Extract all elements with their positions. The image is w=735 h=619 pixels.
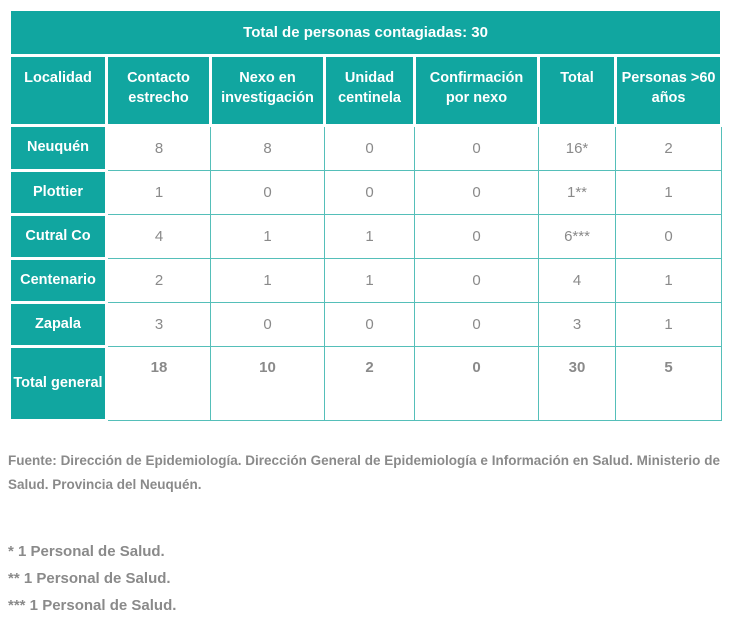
- column-header-localidad: Localidad: [8, 54, 108, 127]
- cell-value: 3: [538, 302, 616, 347]
- table-title: Total de personas contagiadas: 30: [7, 8, 724, 57]
- cell-value: 4: [106, 214, 211, 259]
- cell-value: 0: [324, 170, 415, 215]
- footnote-1: * 1 Personal de Salud.: [8, 542, 165, 560]
- table-row-neuquen: Neuquén 8 8 0 0 16* 2: [8, 124, 723, 172]
- cell-value: 5: [614, 346, 723, 421]
- cell-value: 1: [614, 170, 723, 215]
- column-header-contacto: Contacto estrecho: [105, 54, 212, 127]
- contagios-table: Total de personas contagiadas: 30 Locali…: [7, 8, 724, 422]
- row-header-neuquen: Neuquén: [8, 124, 108, 172]
- cell-value: 0: [210, 302, 325, 347]
- column-header-total: Total: [537, 54, 617, 127]
- cell-value: 18: [106, 346, 211, 421]
- footnotes: * 1 Personal de Salud. ** 1 Personal de …: [8, 538, 727, 619]
- row-header-zapala: Zapala: [8, 301, 108, 348]
- source-note: Fuente: Dirección de Epidemiología. Dire…: [8, 453, 720, 493]
- cell-value: 1: [324, 258, 415, 303]
- table-row-plottier: Plottier 1 0 0 0 1** 1: [8, 169, 723, 216]
- cell-value: 1: [324, 214, 415, 259]
- cell-value: 1: [614, 258, 723, 303]
- row-header-plottier: Plottier: [8, 169, 108, 216]
- cell-value: 4: [538, 258, 616, 303]
- cell-value: 0: [414, 170, 539, 215]
- table-row-zapala: Zapala 3 0 0 0 3 1: [8, 301, 723, 348]
- cell-value: 1: [614, 302, 723, 347]
- cell-value: 8: [106, 125, 211, 171]
- table-row-centenario: Centenario 2 1 1 0 4 1: [8, 257, 723, 304]
- cell-value: 1: [210, 258, 325, 303]
- cell-value: 0: [414, 258, 539, 303]
- cell-value: 2: [324, 346, 415, 421]
- cell-value: 0: [414, 214, 539, 259]
- cell-value: 0: [414, 302, 539, 347]
- cell-value: 1: [106, 170, 211, 215]
- column-header-nexo: Nexo en investigación: [209, 54, 326, 127]
- cell-value: 16*: [538, 125, 616, 171]
- cell-value: 0: [210, 170, 325, 215]
- column-header-personas60: Personas >60 años: [613, 54, 724, 127]
- cell-value: 30: [538, 346, 616, 421]
- row-header-cutralco: Cutral Co: [8, 213, 108, 260]
- cell-value: 1**: [538, 170, 616, 215]
- cell-value: 1: [210, 214, 325, 259]
- cell-value: 8: [210, 125, 325, 171]
- row-header-centenario: Centenario: [8, 257, 108, 304]
- cell-value: 0: [414, 125, 539, 171]
- cell-value: 6***: [538, 214, 616, 259]
- column-header-confirmacion: Confirmación por nexo: [413, 54, 540, 127]
- footnote-2: ** 1 Personal de Salud.: [8, 569, 171, 587]
- row-header-total-general: Total general: [8, 345, 108, 422]
- cell-value: 3: [106, 302, 211, 347]
- cell-value: 2: [614, 125, 723, 171]
- column-header-centinela: Unidad centinela: [323, 54, 416, 127]
- table-row-cutralco: Cutral Co 4 1 1 0 6*** 0: [8, 213, 723, 260]
- cell-value: 10: [210, 346, 325, 421]
- cell-value: 0: [414, 346, 539, 421]
- cell-value: 2: [106, 258, 211, 303]
- table-row-total-general: Total general 18 10 2 0 30 5: [8, 345, 723, 422]
- footnote-3: *** 1 Personal de Salud.: [8, 596, 177, 614]
- cell-value: 0: [614, 214, 723, 259]
- cell-value: 0: [324, 125, 415, 171]
- cell-value: 0: [324, 302, 415, 347]
